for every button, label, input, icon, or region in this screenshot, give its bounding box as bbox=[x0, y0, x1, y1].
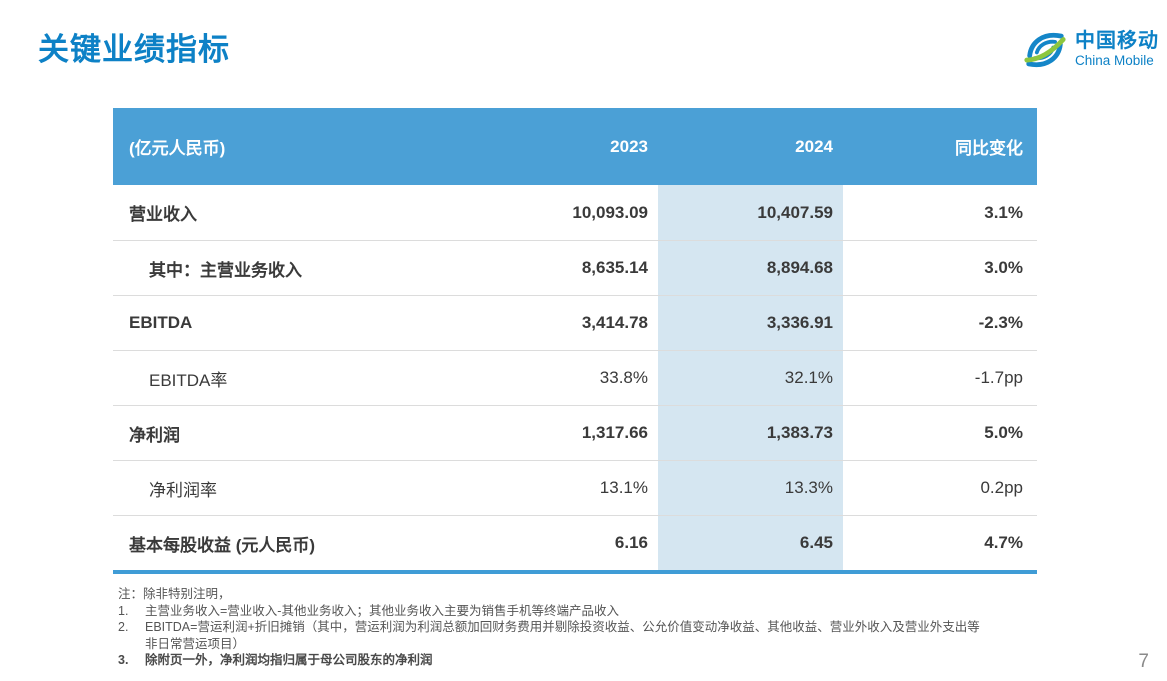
row-label: 基本每股收益 (元人民币) bbox=[129, 535, 316, 555]
footnote-number: 1. bbox=[118, 603, 129, 618]
footnote-text: 除附页一外，净利润均指归属于母公司股东的净利润 bbox=[145, 653, 433, 667]
value-2023: 1,317.66 bbox=[581, 423, 648, 442]
table-row: EBITDA率 33.8% 32.1% -1.7pp bbox=[113, 350, 1037, 405]
value-change: 3.0% bbox=[984, 258, 1023, 277]
footnote-text: 主营业务收入=营业收入-其他业务收入；其他业务收入主要为销售手机等终端产品收入 bbox=[145, 603, 619, 618]
value-2024: 8,894.68 bbox=[658, 241, 843, 295]
table-row: EBITDA 3,414.78 3,336.91 -2.3% bbox=[113, 295, 1037, 350]
value-2023: 10,093.09 bbox=[572, 202, 648, 222]
page-title: 关键业绩指标 bbox=[38, 32, 230, 67]
table-row: 净利润率 13.1% 13.3% 0.2pp bbox=[113, 460, 1037, 515]
page-number: 7 bbox=[1138, 651, 1149, 672]
value-2024: 32.1% bbox=[658, 351, 843, 405]
footnotes: 注：除非特别注明， 1. 主营业务收入=营业收入-其他业务收入；其他业务收入主要… bbox=[118, 586, 1113, 669]
row-label: EBITDA bbox=[129, 313, 193, 332]
value-2023: 8,635.14 bbox=[581, 258, 648, 277]
footnote-intro: 注：除非特别注明， bbox=[118, 587, 231, 601]
value-change: 3.1% bbox=[984, 202, 1023, 222]
row-label: EBITDA率 bbox=[149, 370, 228, 390]
footnote-text-line1: EBITDA=营运利润+折旧摊销（其中，营运利润为利润总额加回财务费用并剔除投资… bbox=[145, 620, 980, 634]
logo-text-zh: 中国移动 bbox=[1075, 30, 1159, 53]
row-label: 营业收入 bbox=[129, 205, 197, 224]
footnote-text: EBITDA=营运利润+折旧摊销（其中，营运利润为利润总额加回财务费用并剔除投资… bbox=[145, 619, 1113, 652]
value-2023: 13.1% bbox=[599, 478, 648, 497]
value-change: -2.3% bbox=[978, 313, 1023, 332]
value-2023: 6.16 bbox=[614, 533, 648, 552]
kpi-table: (亿元人民币) 2023 2024 同比变化 营业收入 10,093.09 10… bbox=[113, 108, 1037, 574]
value-2024: 3,336.91 bbox=[658, 296, 843, 350]
row-label: 净利润率 bbox=[149, 480, 217, 500]
table-header-row: (亿元人民币) 2023 2024 同比变化 bbox=[113, 108, 1037, 185]
footnote-item: 3. 除附页一外，净利润均指归属于母公司股东的净利润 bbox=[118, 652, 1113, 669]
table-row: 营业收入 10,093.09 10,407.59 3.1% bbox=[113, 185, 1037, 240]
logo-text-en: China Mobile bbox=[1075, 53, 1154, 69]
footnote-text-line2: 非日常营运项目） bbox=[145, 636, 246, 651]
value-2024: 13.3% bbox=[658, 461, 843, 515]
value-change: 0.2pp bbox=[980, 478, 1023, 497]
header-col-2023: 2023 bbox=[610, 136, 648, 156]
value-change: 5.0% bbox=[984, 423, 1023, 442]
row-label: 净利润 bbox=[129, 425, 180, 445]
table-row: 基本每股收益 (元人民币) 6.16 6.45 4.7% bbox=[113, 515, 1037, 570]
row-label: 其中：主营业务收入 bbox=[149, 260, 302, 280]
table-row: 其中：主营业务收入 8,635.14 8,894.68 3.0% bbox=[113, 240, 1037, 295]
value-change: -1.7pp bbox=[974, 368, 1023, 387]
footnote-item: 2. EBITDA=营运利润+折旧摊销（其中，营运利润为利润总额加回财务费用并剔… bbox=[118, 619, 1113, 652]
footnote-item: 1. 主营业务收入=营业收入-其他业务收入；其他业务收入主要为销售手机等终端产品… bbox=[118, 603, 1113, 620]
value-2024: 10,407.59 bbox=[658, 185, 843, 240]
value-2024: 1,383.73 bbox=[658, 406, 843, 460]
value-change: 4.7% bbox=[984, 533, 1023, 552]
value-2023: 33.8% bbox=[599, 368, 648, 387]
header-col-change: 同比变化 bbox=[955, 139, 1023, 158]
china-mobile-wordmark: 中国移动 China Mobile bbox=[1075, 31, 1159, 68]
china-mobile-logo: 中国移动 China Mobile bbox=[1022, 27, 1159, 73]
footnote-number: 2. bbox=[118, 620, 129, 634]
value-2023: 3,414.78 bbox=[581, 313, 648, 332]
value-2024: 6.45 bbox=[658, 516, 843, 570]
table-bottom-rule bbox=[113, 570, 1037, 574]
footnote-number: 3. bbox=[118, 653, 129, 667]
china-mobile-emblem-icon bbox=[1024, 32, 1066, 68]
table-row: 净利润 1,317.66 1,383.73 5.0% bbox=[113, 405, 1037, 460]
header-unit-label: (亿元人民币) bbox=[129, 139, 226, 158]
header-col-2024: 2024 bbox=[795, 136, 833, 156]
